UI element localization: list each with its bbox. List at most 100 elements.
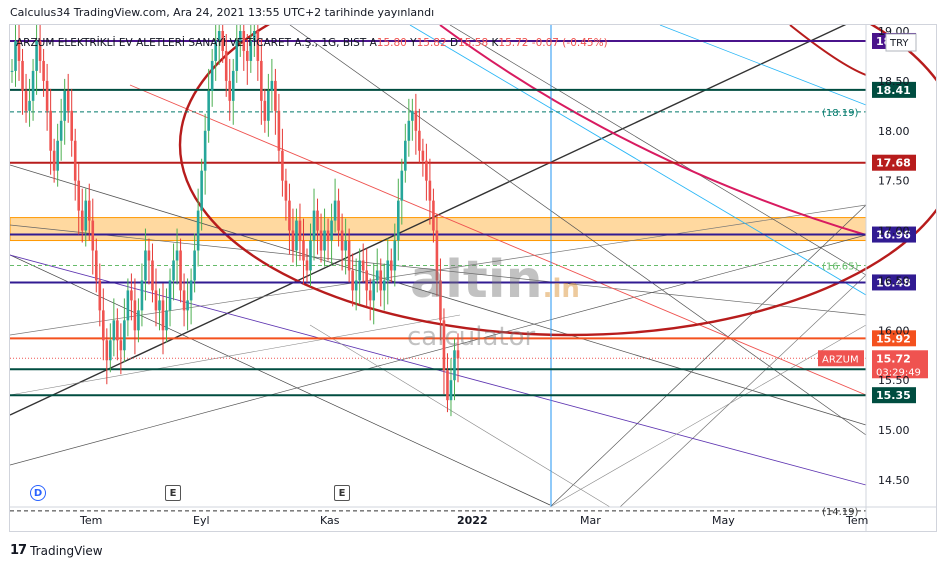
price-level-tag <box>872 154 916 171</box>
earnings-marker[interactable]: E <box>334 485 350 501</box>
candle-body <box>235 40 239 71</box>
candle-body <box>386 260 390 281</box>
candle-body <box>284 180 288 201</box>
ellipse-drawing <box>178 25 936 337</box>
trend-line <box>129 84 867 396</box>
trend-line <box>409 25 867 296</box>
candle-body <box>358 260 361 281</box>
price-level-tag <box>872 274 916 291</box>
legend-part: K <box>492 37 500 49</box>
price-level-label: 15.35 <box>876 389 911 402</box>
candle-body <box>140 280 144 311</box>
legend-part: 15.80 <box>377 37 410 49</box>
y-tick-label: 15.50 <box>878 374 910 387</box>
legend-part: Y <box>409 37 417 49</box>
candle-body <box>147 250 151 261</box>
watermark-sub: calculator <box>407 322 536 352</box>
candle-body <box>24 90 28 111</box>
legend-part: 15.58 <box>458 37 491 49</box>
candle-body <box>312 210 316 241</box>
candle-body <box>35 40 38 71</box>
candle-body <box>217 31 221 41</box>
x-tick-label: Mar <box>580 514 601 527</box>
currency-label: TRY <box>889 38 909 49</box>
candle-body <box>45 80 49 111</box>
currency-tag <box>885 33 917 52</box>
trend-line <box>449 25 867 276</box>
candle-body <box>109 340 112 361</box>
candle-body <box>375 270 379 281</box>
candle-body <box>319 230 323 251</box>
candle-body <box>277 110 281 151</box>
candle-body <box>116 320 119 341</box>
y-tick-label: 18.50 <box>878 75 910 88</box>
candle-body <box>165 310 168 331</box>
y-tick-label: 18.00 <box>878 125 910 138</box>
legend-part: D <box>450 37 458 49</box>
price-level-tag <box>872 330 916 347</box>
price-level-tag <box>872 81 916 98</box>
candle-body <box>31 70 35 101</box>
legend-part: ARZUM ELEKTRİKLİ EV ALETLERİ SANAYİ VE T… <box>16 36 370 49</box>
candle-body <box>347 240 351 271</box>
candle-body <box>414 110 418 131</box>
candle-body <box>123 320 126 351</box>
candle-body <box>52 150 56 171</box>
publish-header: Calculus34 TradingView.com, Ara 24, 2021… <box>10 6 435 19</box>
legend-part: -0.07 (-0.45%) <box>532 37 608 49</box>
candle-body <box>38 40 42 61</box>
candle-body <box>158 300 161 311</box>
tradingview-logo-icon: 17 <box>10 543 27 558</box>
candle-body <box>80 210 84 231</box>
y-tick-label: 16.00 <box>878 324 910 337</box>
candle-body <box>298 220 302 241</box>
candle-body <box>77 180 81 211</box>
candle-body <box>119 340 123 351</box>
candle-body <box>63 90 66 121</box>
candle-body <box>172 260 175 281</box>
legend-part: 15.82 <box>417 37 450 49</box>
candle-body <box>404 140 407 171</box>
candle-body <box>351 270 354 291</box>
chart-pane[interactable]: 18.918.4117.6816.9616.4815.9215.6115.35(… <box>9 24 937 532</box>
candle-body <box>112 320 116 341</box>
candle-body <box>256 31 260 61</box>
candle-body <box>302 240 305 261</box>
candle-body <box>144 250 147 281</box>
candle-body <box>337 200 340 231</box>
price-level-label: 15.92 <box>876 332 911 345</box>
candle-body <box>428 180 432 201</box>
trend-line <box>10 164 867 426</box>
candle-body <box>161 300 165 331</box>
candle-body <box>344 240 347 251</box>
candle-body <box>400 170 404 201</box>
candle-body <box>456 350 460 359</box>
price-level-label: 16.96 <box>876 229 911 242</box>
trend-line <box>619 274 867 508</box>
candle-body <box>214 40 217 61</box>
symbol-tag-label: ARZUM <box>822 354 859 365</box>
y-tick-label: 17.50 <box>878 175 910 188</box>
x-tick-label: Tem <box>79 514 102 527</box>
candle-body <box>340 230 344 251</box>
candle-body <box>263 100 267 121</box>
watermark-logo: altin.in <box>410 250 580 310</box>
candle-body <box>316 210 319 231</box>
candle-body <box>28 100 31 111</box>
candle-body <box>189 280 193 301</box>
candle-body <box>354 280 358 291</box>
candle-body <box>21 60 24 91</box>
chart-svg[interactable]: 18.918.4117.6816.9616.4815.9215.6115.35(… <box>10 25 936 531</box>
candle-body <box>130 290 133 301</box>
price-level-label: 17.68 <box>876 157 911 170</box>
earnings-marker[interactable]: E <box>165 485 181 501</box>
candle-body <box>326 230 330 241</box>
dividend-marker[interactable]: D <box>30 485 46 501</box>
candle-body <box>379 270 383 291</box>
candle-body <box>196 210 200 251</box>
candle-body <box>91 220 95 251</box>
candle-body <box>49 110 52 151</box>
candle-body <box>260 60 263 101</box>
trend-line <box>309 324 611 508</box>
last-price-tag <box>872 350 928 379</box>
